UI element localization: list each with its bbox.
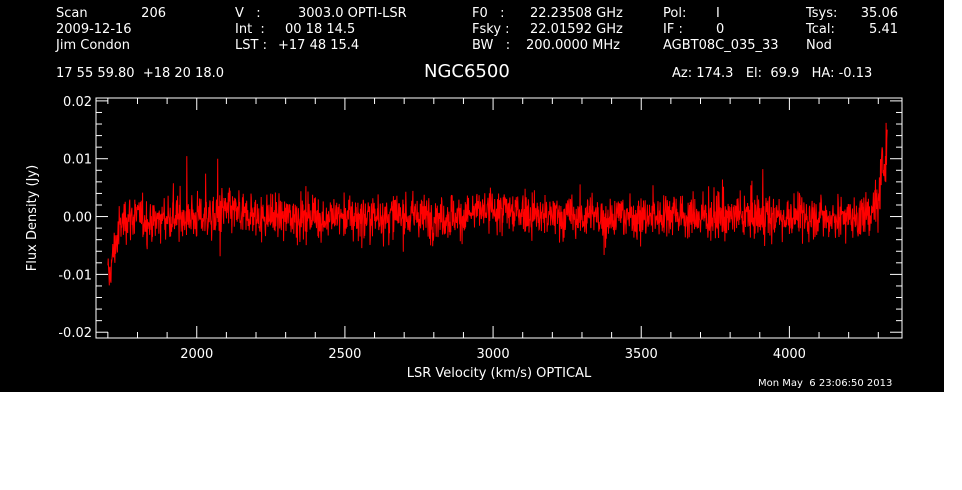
observation-date: 2009-12-16: [56, 22, 132, 37]
fsky-label: Fsky :: [472, 22, 510, 37]
if-label: IF :: [663, 22, 683, 37]
bw-value: 200.0000 MHz: [526, 38, 620, 53]
pol-label: Pol:: [663, 6, 687, 21]
spectrum-chart: 2000 2500 3000 3500 4000 -0.02 -0.01 0.00 0.01 0.…: [25, 95, 903, 381]
int-label: Int :: [235, 22, 265, 37]
if-value: 0: [716, 22, 725, 37]
scan-label: Scan: [56, 6, 88, 21]
scan-value: 206: [141, 6, 166, 21]
x-tick-label: 3500: [625, 347, 658, 362]
tcal-label: Tcal:: [806, 22, 835, 37]
bw-label: BW :: [472, 38, 511, 53]
x-axis-title: LSR Velocity (km/s) OPTICAL: [407, 366, 592, 381]
lst-label: LST :: [235, 38, 267, 53]
plot-frame: [95, 97, 903, 339]
plot-timestamp: Mon May 6 23:06:50 2013: [758, 378, 893, 389]
velocity-value: 3003.0 OPTI-LSR: [298, 6, 407, 21]
y-tick-label: 0.02: [63, 95, 92, 110]
tsys-label: Tsys:: [806, 6, 838, 21]
spectrum-trace-group: [107, 122, 888, 286]
pointing-info: Az: 174.3 El: 69.9 HA: -0.13: [672, 66, 873, 81]
f0-label: F0 :: [472, 6, 505, 21]
project-id: AGBT08C_035_33: [663, 38, 779, 53]
y-tick-label: 0.00: [63, 211, 92, 226]
spectrum-line: [107, 122, 888, 286]
tcal-value: 5.41: [869, 22, 898, 37]
spectrum-panel: Scan 206 V : 3003.0 OPTI-LSR F0 : 22.235…: [0, 0, 944, 392]
axis-ticks: 2000 2500 3000 3500 4000 -0.02 -0.01 0.00 0.01 0.…: [58, 95, 902, 362]
int-value: 00 18 14.5: [285, 22, 356, 37]
fsky-value: 22.01592 GHz: [530, 22, 623, 37]
y-axis-title: Flux Density (Jy): [25, 165, 40, 271]
y-tick-label: -0.01: [58, 268, 92, 283]
x-tick-label: 4000: [773, 347, 806, 362]
y-tick-label: 0.01: [63, 153, 92, 168]
x-tick-label: 3000: [477, 347, 510, 362]
x-tick-label: 2000: [180, 347, 213, 362]
f0-value: 22.23508 GHz: [530, 6, 623, 21]
observer-name: Jim Condon: [56, 38, 130, 53]
source-name: NGC6500: [424, 61, 510, 82]
y-tick-label: -0.02: [58, 326, 92, 341]
velocity-label: V :: [235, 6, 261, 21]
pol-value: I: [716, 6, 720, 21]
x-tick-label: 2500: [328, 347, 361, 362]
lst-value: +17 48 15.4: [278, 38, 360, 53]
tsys-value: 35.06: [860, 6, 898, 21]
observing-mode: Nod: [806, 38, 832, 53]
source-coordinates: 17 55 59.80 +18 20 18.0: [56, 66, 225, 81]
